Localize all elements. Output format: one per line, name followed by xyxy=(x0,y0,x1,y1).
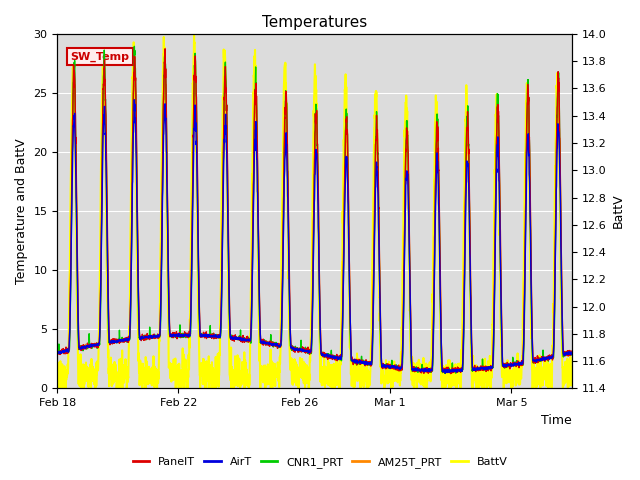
Legend: PanelT, AirT, CNR1_PRT, AM25T_PRT, BattV: PanelT, AirT, CNR1_PRT, AM25T_PRT, BattV xyxy=(128,452,512,472)
Y-axis label: BattV: BattV xyxy=(612,194,625,228)
Y-axis label: Temperature and BattV: Temperature and BattV xyxy=(15,138,28,284)
Title: Temperatures: Temperatures xyxy=(262,15,367,30)
Text: SW_Temp: SW_Temp xyxy=(70,52,129,62)
X-axis label: Time: Time xyxy=(541,414,572,427)
